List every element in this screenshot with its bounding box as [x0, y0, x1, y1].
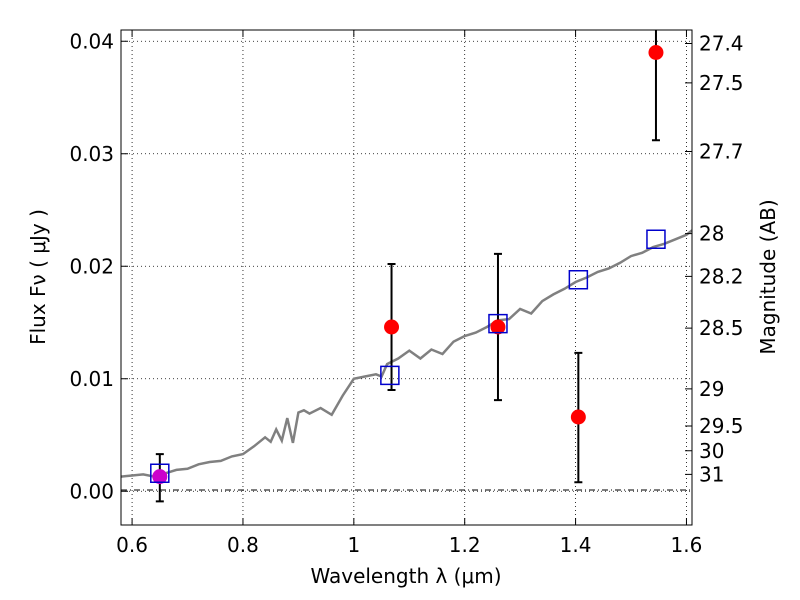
y2-tick-label: 29.5	[699, 414, 744, 438]
y-tick-label: 0.00	[69, 479, 114, 503]
x-tick-label: 1	[347, 533, 360, 557]
y2-tick-label: 28	[699, 222, 724, 246]
observed-point	[152, 469, 168, 485]
y2-tick-label: 30	[699, 439, 724, 463]
y-tick-label: 0.02	[69, 254, 114, 278]
observed-point	[490, 319, 506, 335]
y2-tick-label: 27.4	[699, 32, 744, 56]
model-point	[380, 365, 400, 386]
x-tick-label: 0.8	[227, 533, 259, 557]
y-tick-label: 0.04	[69, 29, 114, 53]
x-tick-label: 1.2	[449, 533, 481, 557]
observed-point	[384, 319, 400, 335]
y-axis-label: Flux Fν ( μJy )	[26, 209, 50, 345]
y2-tick-label: 29	[699, 377, 724, 401]
y2-tick-label: 28.2	[699, 264, 744, 288]
y2-axis-label: Magnitude (AB)	[756, 199, 780, 354]
model-point	[150, 463, 170, 483]
y2-tick-label: 31	[699, 462, 724, 486]
y2-tick-label: 27.7	[699, 140, 744, 164]
y2-tick-label: 28.5	[699, 316, 744, 340]
model-point	[488, 313, 508, 334]
observed-point	[648, 45, 664, 60]
x-tick-label: 0.6	[116, 533, 148, 557]
observed-point	[570, 409, 586, 425]
x-axis: 0.6 0.8 1 1.2 1.4 1.6	[116, 30, 702, 557]
y-tick-label: 0.01	[69, 367, 114, 391]
y-axis-left: 0.00 0.01 0.02 0.03 0.04	[69, 29, 128, 503]
grid-lines	[121, 30, 692, 525]
y2-tick-label: 27.5	[699, 71, 744, 95]
spectrum-line	[121, 229, 692, 478]
x-tick-label: 1.6	[671, 533, 703, 557]
plot-frame	[120, 29, 693, 526]
model-point	[568, 270, 589, 290]
model-point	[646, 229, 666, 249]
x-tick-label: 1.4	[560, 533, 592, 557]
plot-area	[121, 30, 692, 503]
y-tick-label: 0.03	[69, 142, 114, 166]
x-axis-label: Wavelength λ (μm)	[310, 564, 501, 588]
